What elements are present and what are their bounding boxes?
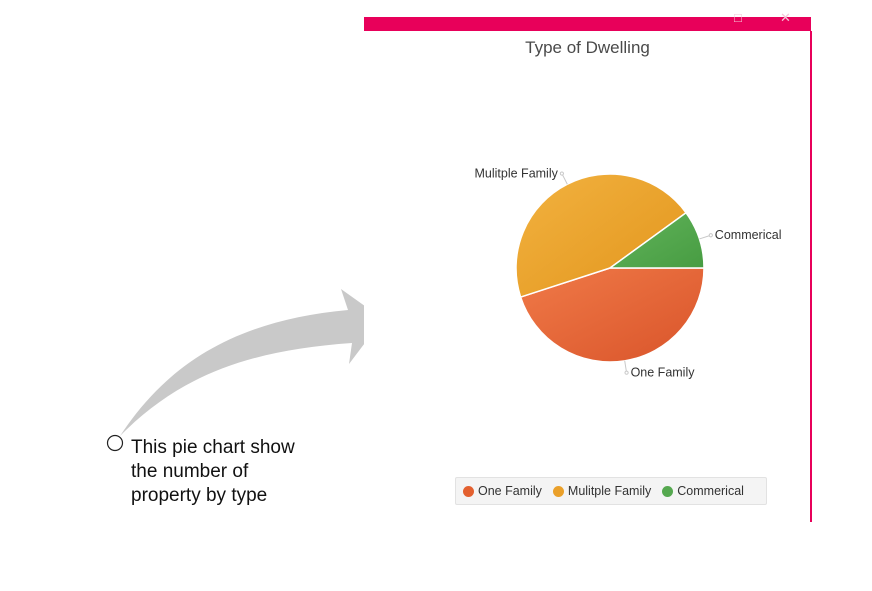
legend-label-1: One Family [478,484,542,498]
leader-dot-1 [624,370,629,375]
maximize-icon[interactable]: □ [734,10,742,25]
window-right-edge [810,31,812,522]
leader-dot-2 [559,171,564,176]
annotation-line-2: the number of [131,461,249,482]
pie-slice-one-family[interactable] [519,267,705,363]
pie-slice-mulitple-family[interactable] [515,173,688,298]
pie-chart: One Family Mulitple Family Commerical [475,167,782,380]
annotation-line-1: This pie chart show [131,437,295,458]
pie-label-3: Commerical [715,228,782,242]
pie-label-1: One Family [631,366,696,380]
legend-item-2[interactable]: Mulitple Family [552,484,652,498]
legend-label-3: Commerical [677,484,744,498]
close-icon[interactable]: ✕ [780,10,791,25]
pie-label-2: Mulitple Family [475,167,559,181]
legend-swatch-1 [463,485,474,497]
chart-legend: One Family Mulitple Family Commerical [455,477,767,505]
chart-title: Type of Dwelling [525,38,650,57]
annotation-bullet [106,434,124,452]
legend-swatch-3 [662,485,674,497]
leader-dot-3 [708,233,713,238]
annotation-line-3: property by type [131,485,268,506]
window-title-bar: □ ✕ [364,11,811,31]
legend-label-2: Mulitple Family [567,484,652,498]
legend-item-1[interactable]: One Family [463,484,542,498]
legend-swatch-2 [552,485,564,497]
annotation-text: This pie chart show the number of proper… [131,436,331,508]
legend-item-3[interactable]: Commerical [662,484,744,498]
